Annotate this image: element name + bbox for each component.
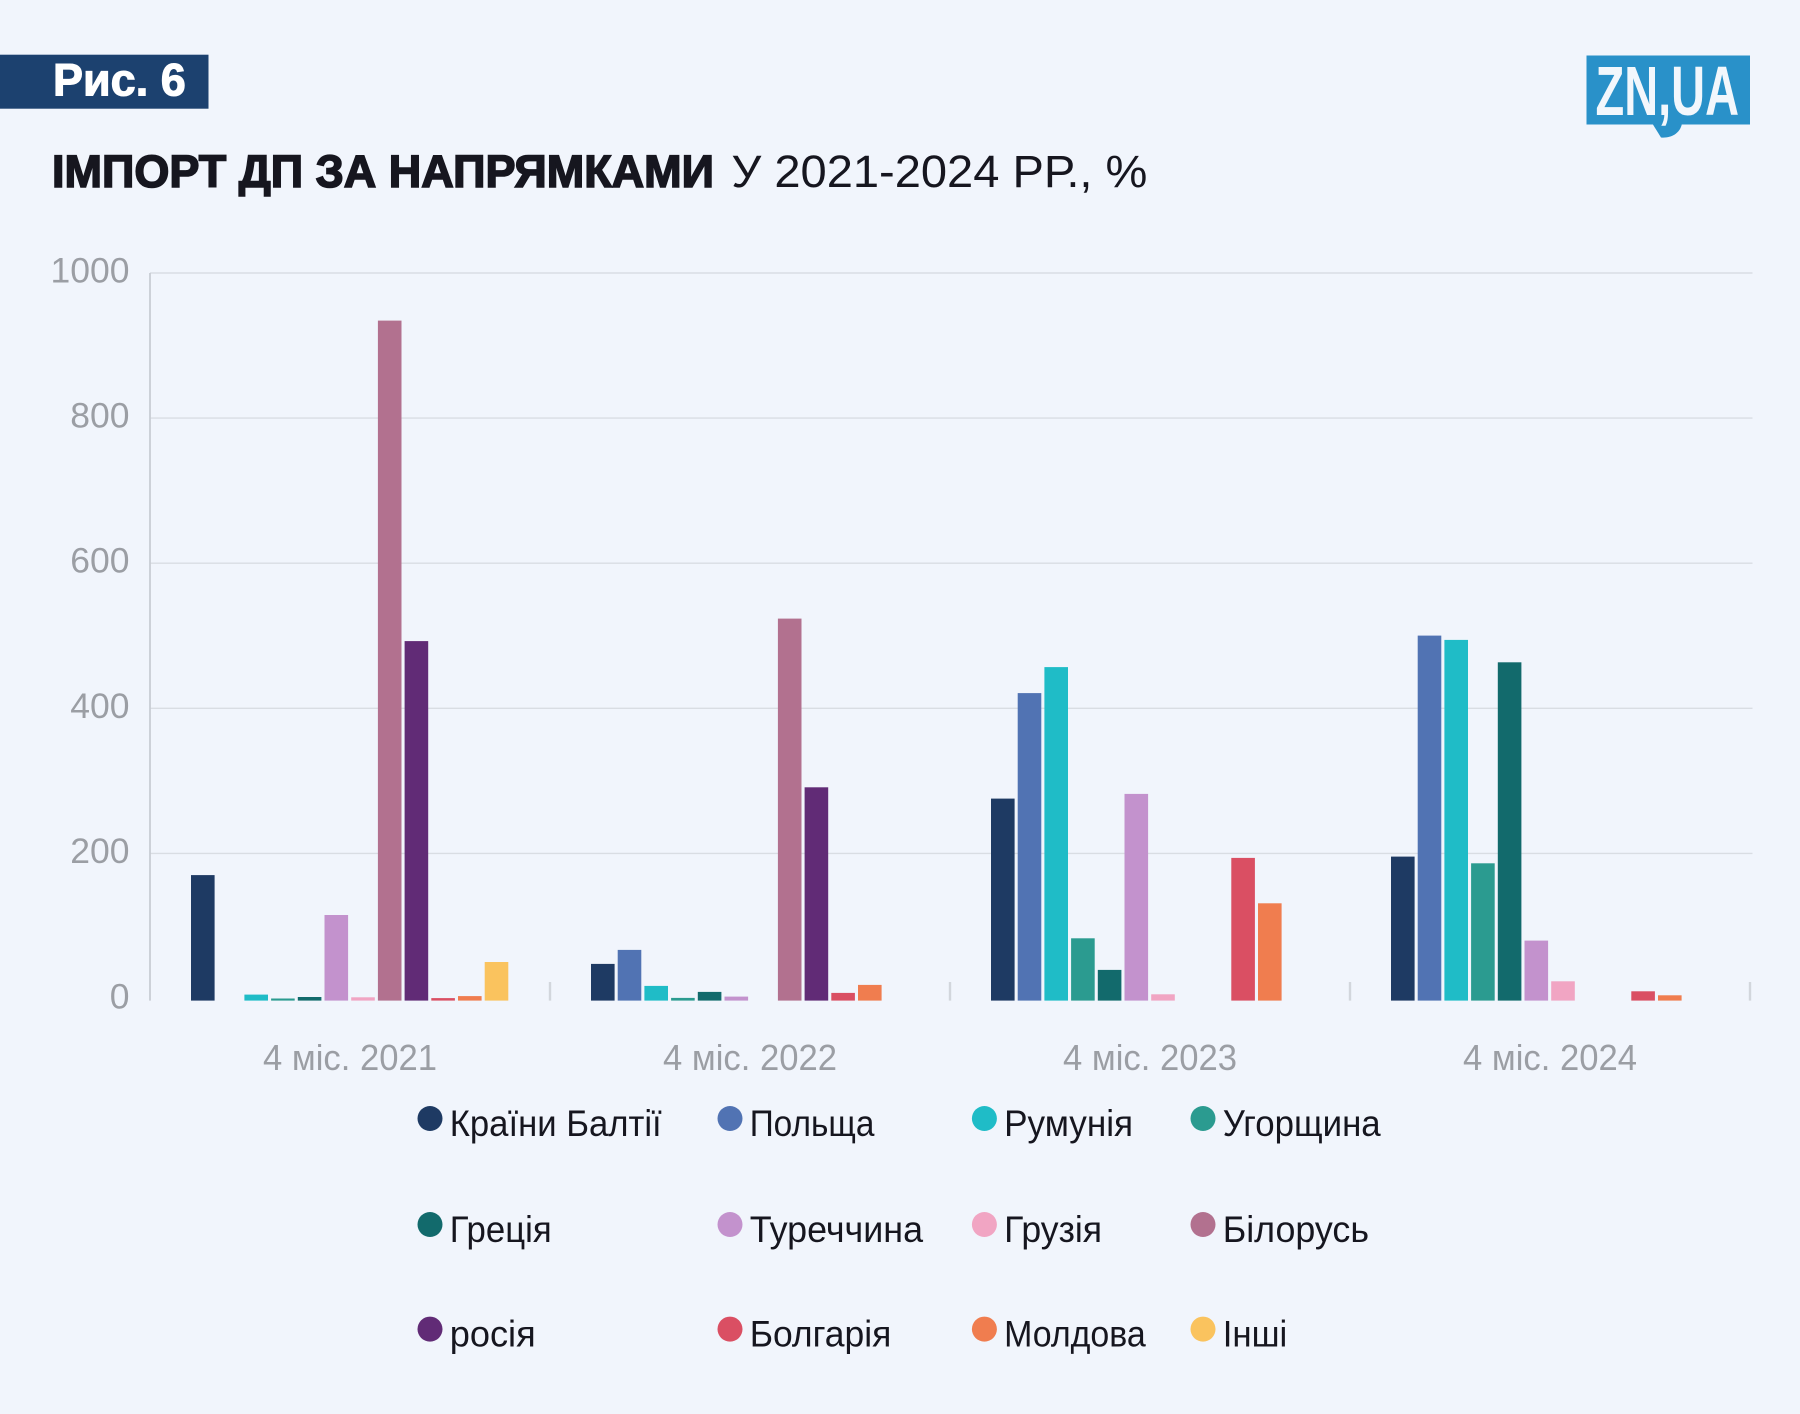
svg-text:Молдова: Молдова xyxy=(1004,1314,1146,1355)
svg-text:400: 400 xyxy=(70,686,129,726)
svg-text:Білорусь: Білорусь xyxy=(1223,1209,1369,1250)
svg-text:0: 0 xyxy=(110,977,130,1017)
svg-text:ZN,UA: ZN,UA xyxy=(1596,52,1740,130)
svg-text:Польща: Польща xyxy=(750,1103,875,1144)
svg-text:800: 800 xyxy=(70,396,129,436)
svg-text:Рис. 6: Рис. 6 xyxy=(53,55,186,106)
svg-text:ІМПОРТ ДП ЗА НАПРЯМКАМИ: ІМПОРТ ДП ЗА НАПРЯМКАМИ xyxy=(52,146,714,197)
svg-text:4 міс. 2024: 4 міс. 2024 xyxy=(1463,1037,1637,1078)
svg-text:4 міс. 2022: 4 міс. 2022 xyxy=(663,1037,837,1078)
svg-text:Болгарія: Болгарія xyxy=(750,1314,892,1355)
svg-text:Країни Балтії: Країни Балтії xyxy=(450,1103,662,1144)
svg-text:Грузія: Грузія xyxy=(1004,1209,1102,1250)
svg-text:росія: росія xyxy=(450,1314,536,1355)
svg-text:4 міс. 2023: 4 міс. 2023 xyxy=(1063,1037,1237,1078)
svg-text:4 міс. 2021: 4 міс. 2021 xyxy=(263,1037,437,1078)
svg-text:1000: 1000 xyxy=(51,251,130,291)
svg-text:600: 600 xyxy=(70,541,129,581)
svg-text:Греція: Греція xyxy=(450,1209,552,1250)
svg-text:Угорщина: Угорщина xyxy=(1223,1103,1381,1144)
svg-text:У 2021-2024 РР., %: У 2021-2024 РР., % xyxy=(731,146,1147,197)
svg-text:Туреччина: Туреччина xyxy=(750,1209,924,1250)
svg-text:200: 200 xyxy=(70,831,129,871)
svg-text:Румунія: Румунія xyxy=(1004,1103,1133,1144)
svg-text:Інші: Інші xyxy=(1223,1314,1288,1355)
